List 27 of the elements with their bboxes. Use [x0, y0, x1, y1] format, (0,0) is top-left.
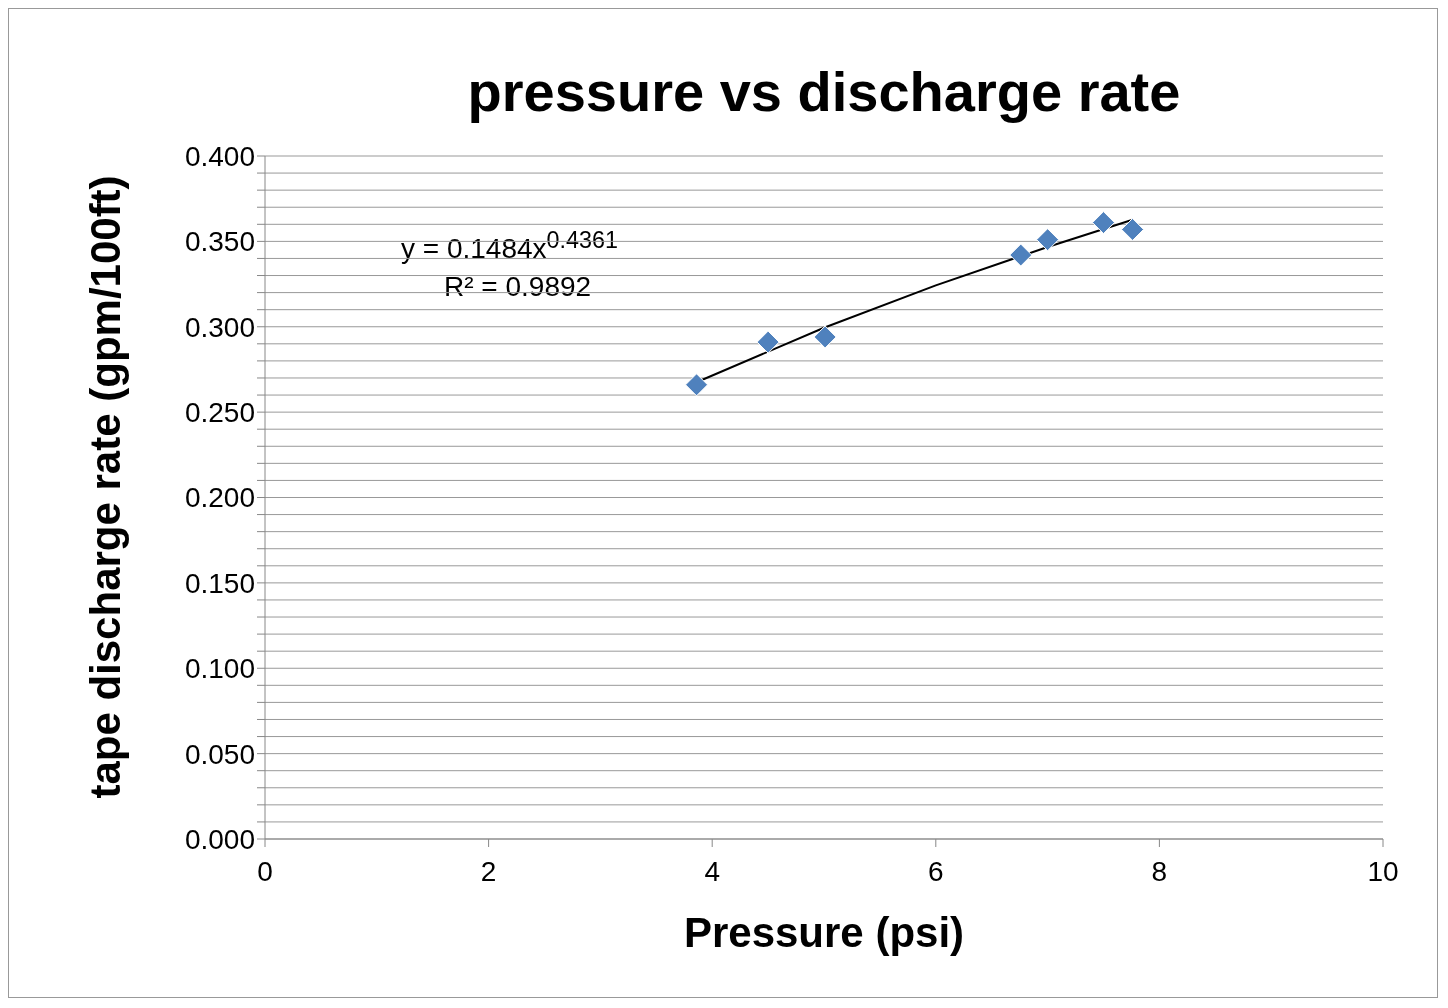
- x-tick-label: 4: [704, 855, 720, 887]
- point: [756, 330, 780, 354]
- y-tick-label: 0.250: [184, 397, 255, 429]
- x-tick-label: 0: [257, 855, 273, 887]
- point: [1036, 228, 1060, 252]
- text: 0.000: [184, 823, 255, 855]
- point: [1009, 243, 1033, 267]
- y-axis-title: tape discharge rate (gpm/100ft): [82, 175, 130, 799]
- y-tick-label: 0.350: [184, 226, 255, 258]
- y-tick-label: 0.400: [184, 140, 255, 172]
- annotation: y = 0.1484x$^{0.4361}$: [401, 227, 618, 266]
- x-tick-label: 2: [480, 855, 497, 887]
- point: [685, 373, 709, 397]
- x-tick-label: 10: [1367, 855, 1399, 887]
- y-tick-label: 0.050: [184, 738, 255, 770]
- y-tick-label: 0.300: [184, 311, 255, 343]
- point: [1092, 211, 1115, 235]
- annotation: R² = 0.9892: [444, 271, 592, 303]
- x-axis-title: Pressure (psi): [682, 909, 966, 957]
- point: [813, 325, 837, 349]
- point: [1121, 217, 1145, 241]
- x-tick-label: 6: [928, 855, 944, 887]
- x-tick-label: 8: [1151, 855, 1168, 887]
- chart-title: pressure vs discharge rate: [466, 59, 1182, 124]
- y-tick-label: 0.200: [184, 482, 255, 514]
- y-tick-label: 0.100: [184, 653, 255, 685]
- y-tick-label: 0.150: [184, 567, 255, 599]
